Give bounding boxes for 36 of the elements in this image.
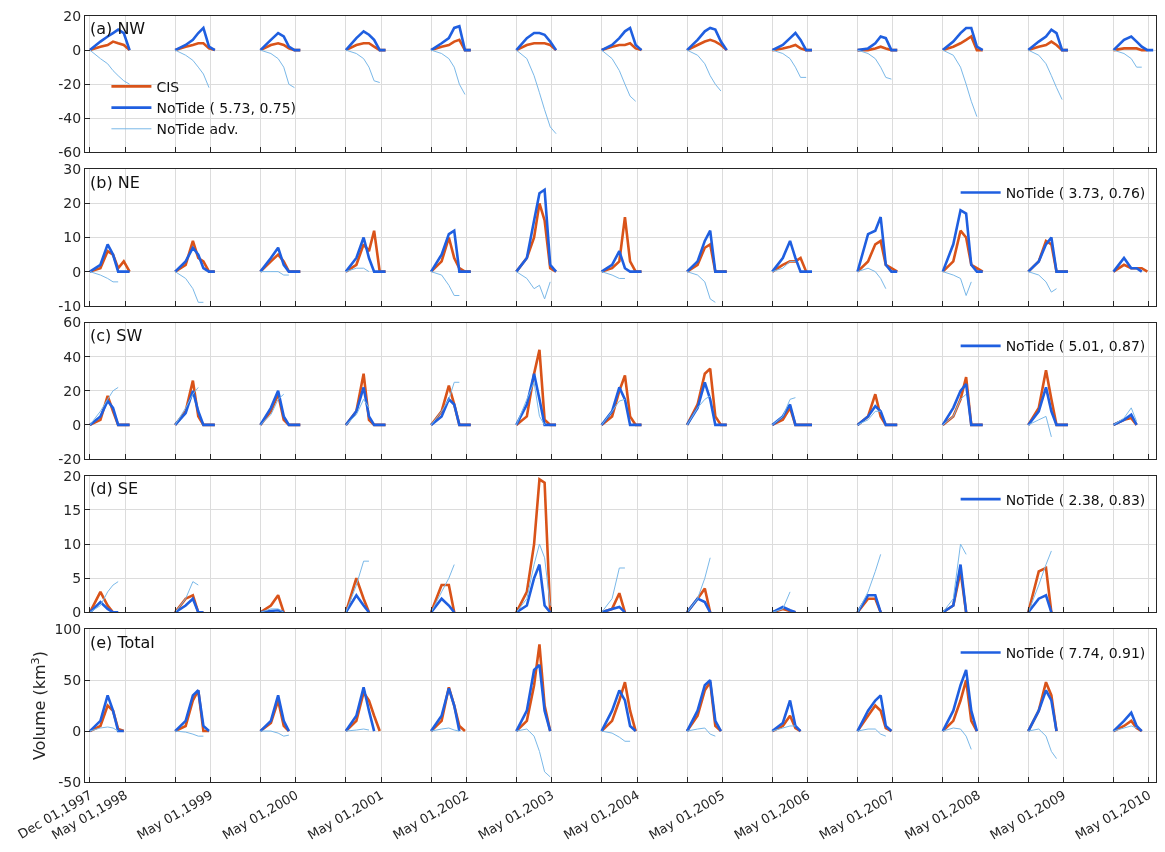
legend-label: NoTide ( 2.38, 0.83) — [1005, 491, 1146, 508]
chart-title: (b) NE — [90, 173, 140, 192]
chart-title: (c) SW — [90, 326, 143, 345]
y-tick-label: 60 — [63, 314, 82, 331]
y-tick-label: 10 — [63, 229, 82, 246]
y-tick-label: 0 — [72, 604, 82, 621]
y-tick-label: 10 — [63, 536, 82, 553]
y-tick-label: 100 — [54, 621, 82, 638]
y-tick-label: 5 — [72, 570, 82, 587]
chart-title: (e) Total — [90, 633, 155, 652]
y-tick-label: 0 — [72, 722, 82, 739]
y-tick-label: 20 — [63, 382, 82, 399]
y-tick-label: -10 — [58, 297, 82, 314]
y-tick-label: 0 — [72, 263, 82, 280]
y-tick-label: -20 — [58, 450, 82, 467]
legend-label: NoTide ( 7.74, 0.91) — [1005, 644, 1146, 661]
y-tick-label: 50 — [63, 672, 82, 689]
chart-title: (a) NW — [90, 19, 146, 38]
chart-title: (d) SE — [90, 479, 138, 498]
y-tick-label: 0 — [72, 416, 82, 433]
y-tick-label: 40 — [63, 348, 82, 365]
legend-label: NoTide ( 5.01, 0.87) — [1005, 338, 1146, 355]
y-tick-label: 20 — [63, 467, 82, 484]
y-tick-label: -60 — [58, 144, 82, 161]
y-tick-label: 0 — [72, 42, 82, 59]
y-tick-label: -20 — [58, 76, 82, 93]
y-tick-label: 30 — [63, 161, 82, 178]
y-tick-label: 20 — [63, 195, 82, 212]
legend-label: CIS — [156, 78, 180, 95]
legend-label: NoTide ( 3.73, 0.76) — [1005, 185, 1146, 202]
legend-label: NoTide adv. — [156, 121, 239, 138]
y-tick-label: 20 — [63, 7, 82, 24]
y-tick-label: 15 — [63, 501, 82, 518]
y-tick-label: -50 — [58, 773, 82, 790]
legend-label: NoTide ( 5.73, 0.75) — [156, 100, 297, 117]
y-tick-label: -40 — [58, 110, 82, 127]
